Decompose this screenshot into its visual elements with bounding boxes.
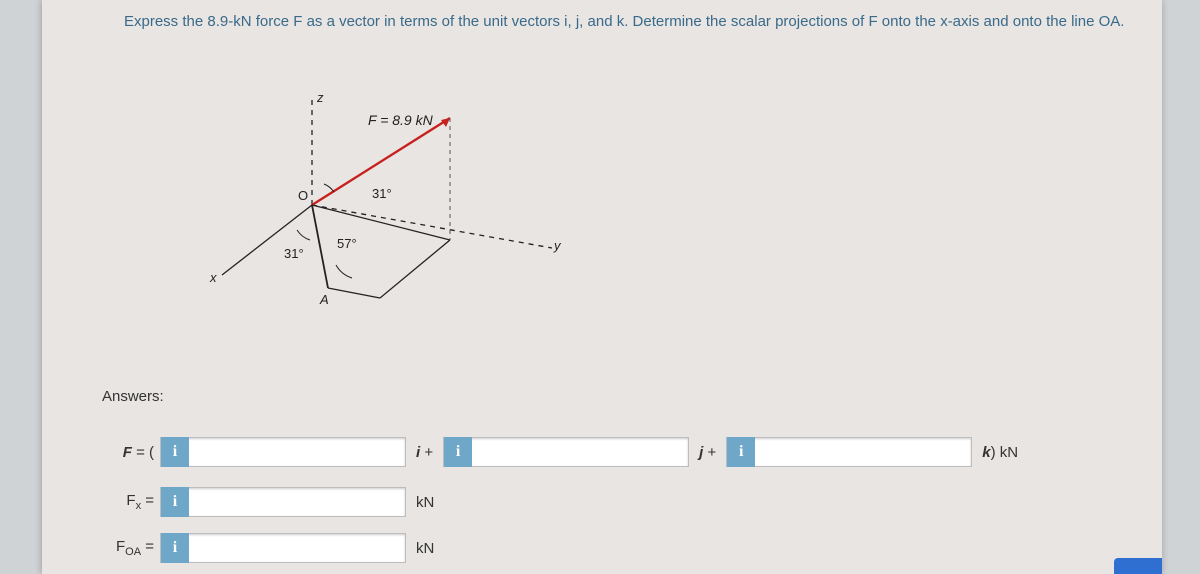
input-F-k-field[interactable] [755,438,971,466]
unit-Fx: kN [416,494,434,511]
input-F-i[interactable]: i [160,437,406,467]
force-label: F = 8.9 kN [368,112,434,128]
info-icon: i [444,437,472,467]
help-button[interactable] [1114,558,1162,574]
info-icon: i [727,437,755,467]
input-F-k[interactable]: i [726,437,972,467]
info-icon: i [161,487,189,517]
sep-j: j + [699,444,716,461]
input-F-j[interactable]: i [443,437,689,467]
input-FOA[interactable]: i [160,533,406,563]
paper-page: Express the 8.9-kN force F as a vector i… [42,0,1162,574]
lhs-F: F = ( [102,444,154,461]
angle-top: 31° [372,186,392,201]
axis-y-label: y [553,238,562,253]
input-FOA-field[interactable] [189,534,405,562]
origin-label: O [298,188,308,203]
answer-row-FOA: FOA = i kN [102,532,444,564]
input-Fx[interactable]: i [160,487,406,517]
answer-row-Fx: Fx = i kN [102,486,444,518]
answer-row-F: F = ( i i + i j + i k) kN [102,436,1028,468]
answers-heading: Answers: [102,388,164,405]
problem-diagram: z y x O F = 8.9 kN A 31° 57° 31° [202,80,582,340]
lhs-FOA: FOA = [102,538,154,558]
unit-FOA: kN [416,540,434,557]
input-F-j-field[interactable] [472,438,688,466]
tail-k: k) kN [982,444,1018,461]
question-text: Express the 8.9-kN force F as a vector i… [124,10,1142,33]
input-Fx-field[interactable] [189,488,405,516]
sep-i: i + [416,444,433,461]
angle-57: 57° [337,236,357,251]
point-a-label: A [319,292,329,307]
angle-31-left: 31° [284,246,304,261]
input-F-i-field[interactable] [189,438,405,466]
axis-z-label: z [316,90,324,105]
info-icon: i [161,437,189,467]
lhs-Fx: Fx = [102,492,154,512]
axis-x-label: x [209,270,217,285]
info-icon: i [161,533,189,563]
